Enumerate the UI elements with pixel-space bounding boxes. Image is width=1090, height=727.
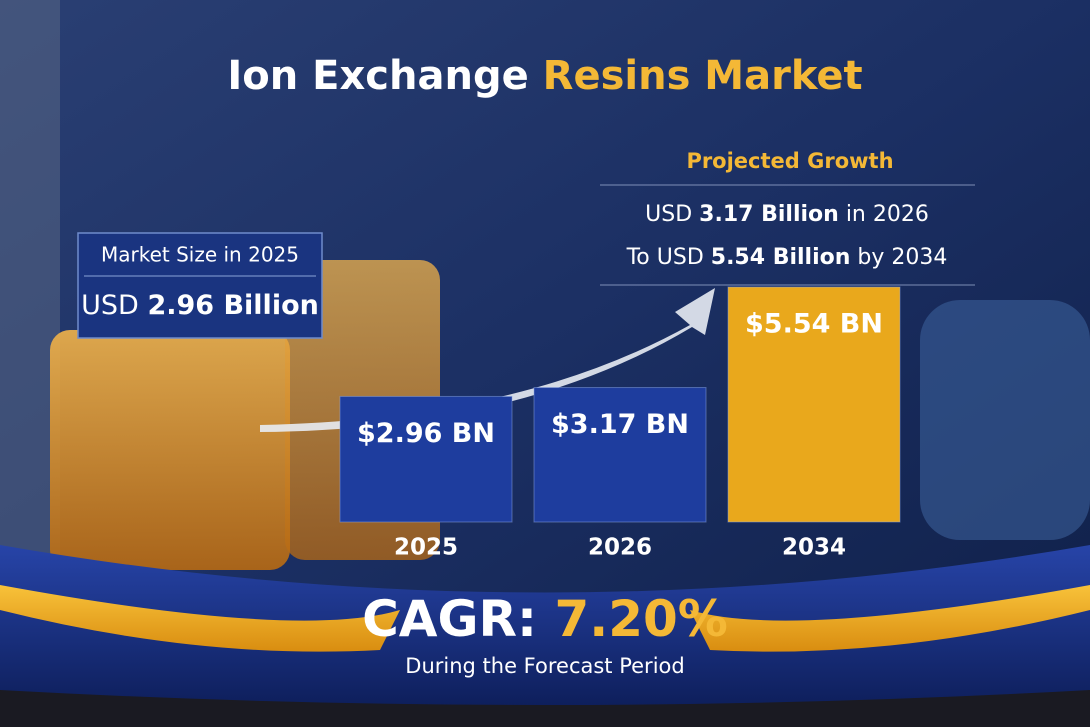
x-tick-label: 2026	[588, 535, 652, 561]
x-tick-label: 2034	[782, 535, 846, 561]
title-part: Resins Market	[543, 53, 863, 99]
resin-jar	[50, 330, 290, 570]
projection-line: To USD 5.54 Billion by 2034	[626, 245, 948, 270]
cagr-note: During the Forecast Period	[405, 654, 684, 678]
projection-heading: Projected Growth	[686, 149, 893, 173]
x-tick-label: 2025	[394, 535, 458, 561]
text: in 2026	[846, 202, 929, 227]
title: Ion Exchange Resins Market	[227, 53, 862, 99]
tank	[920, 300, 1090, 540]
market-size-label: Market Size in 2025	[101, 243, 299, 267]
amount: 3.17 Billion	[699, 202, 839, 227]
bar	[339, 395, 513, 523]
cagr-value: 7.20%	[554, 590, 727, 648]
text: USD	[645, 202, 692, 227]
value-label: $5.54 BN	[745, 309, 883, 340]
cagr-label: CAGR:	[362, 590, 537, 648]
banner-accent	[0, 585, 400, 652]
value-label: $2.96 BN	[357, 418, 495, 449]
text: by 2034	[857, 245, 947, 270]
currency: USD	[81, 290, 139, 321]
title-part: Ion Exchange	[227, 53, 528, 99]
value-label: $3.17 BN	[551, 409, 689, 440]
market-size-value: USD 2.96 Billion	[81, 290, 319, 321]
market-size-box	[77, 232, 323, 339]
bar-chart: $2.96 BN 2025 $3.17 BN 2026 $5.54 BN 2034	[339, 286, 901, 561]
cagr: CAGR: 7.20%	[362, 590, 728, 648]
projection-line: USD 3.17 Billion in 2026	[645, 202, 929, 227]
banner-accent	[690, 585, 1090, 652]
text: To USD	[626, 245, 704, 270]
bar	[727, 286, 901, 523]
amount: 5.54 Billion	[711, 245, 851, 270]
bar	[533, 387, 707, 523]
amount: 2.96 Billion	[147, 290, 318, 321]
banner-band	[0, 545, 1090, 705]
